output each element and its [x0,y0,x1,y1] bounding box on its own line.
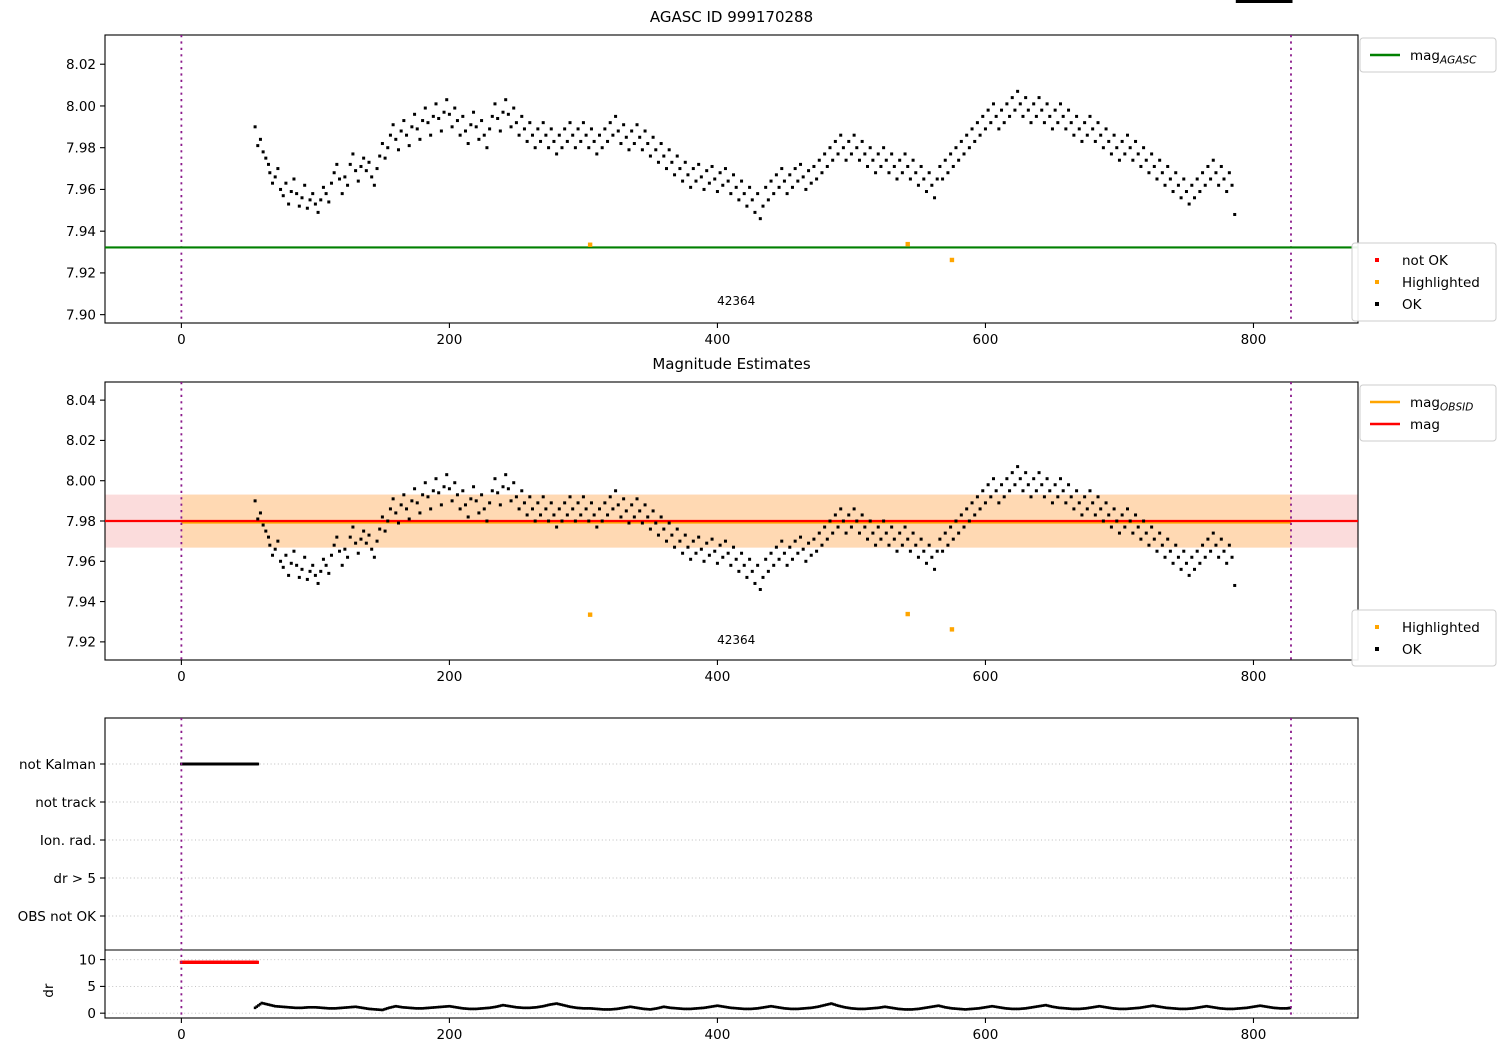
panel2-obsid-annotation: 42364 [717,633,755,647]
panel3-category-label: dr > 5 [53,871,96,887]
not-kalman-flag-markers [179,762,260,766]
panel3-xtick-label: 0 [177,1027,186,1043]
panel3-frame [104,717,1359,1019]
legend-background [1359,37,1497,73]
panel2-y-axis: 7.92 7.94 7.96 7.98 8.00 8.02 8.04 [66,393,105,651]
legend-label: not OK [1402,253,1449,269]
legend-label: Highlighted [1402,275,1480,291]
panel1-xtick-label: 800 [1241,332,1267,348]
panel1-ytick-label: 8.02 [66,57,96,73]
legend-label: OK [1402,297,1423,313]
panel1-obsid-annotation: 42364 [717,294,755,308]
panel3-dr-axis: 0 5 10 dr [41,952,105,1022]
panel1-y-axis: 7.90 7.92 7.94 7.96 7.98 8.00 8.02 [66,57,105,323]
panel1-x-axis: 0 200 400 600 800 [177,323,1266,348]
panel2-x-axis: 0 200 400 600 800 [177,660,1266,685]
panel2-ytick-label: 7.92 [66,635,96,651]
panel3-category-label: Ion. rad. [40,833,96,849]
panel3-category-label: OBS not OK [18,909,98,925]
legend-swatch-marker [1375,258,1379,262]
panel2-title: Magnitude Estimates [652,355,810,373]
panel3-x-axis: 0 200 400 600 800 [177,1018,1266,1043]
panel1-obsid-boundaries [180,35,1292,323]
panel2-scatter-ok [253,0,1293,591]
panel2-xtick-label: 800 [1241,669,1267,685]
legend-label: mag [1410,417,1440,433]
panel-magnitude-estimates: Magnitude Estimates 7.92 7.94 7.96 7.98 8.00 8… [66,0,1359,685]
dr-flagged-markers [179,960,259,964]
panel3-dr-tick-label: 10 [79,952,96,968]
legend-background [1359,384,1497,442]
panel3-xtick-label: 400 [705,1027,731,1043]
legend-label: OK [1402,642,1423,658]
panel1-xtick-label: 600 [973,332,999,348]
panel3-category-label: not Kalman [19,757,96,773]
panel1-scatter-ok [253,0,1293,221]
panel3-xtick-label: 600 [973,1027,999,1043]
panel3-dr-tick-label: 5 [87,979,96,995]
panel1-frame [104,34,1359,324]
panel2-ytick-label: 7.96 [66,554,96,570]
panel1-ytick-label: 7.90 [66,307,96,323]
legend-swatch-marker [1375,302,1379,306]
legend-background [1351,242,1497,322]
panel1-scatter-highlighted [587,241,955,263]
panel2-ytick-label: 8.04 [66,393,96,409]
panel3-xtick-label: 200 [437,1027,463,1043]
panel2-ytick-label: 7.94 [66,594,96,610]
legend-label: Highlighted [1402,620,1480,636]
panel-flags-and-dr: not Kalman not track Ion. rad. dr > 5 OBS no… [18,717,1359,1043]
dr-scatter [253,1001,1292,1012]
panel2-ytick-label: 8.02 [66,433,96,449]
panel1-ytick-label: 7.94 [66,224,96,240]
dr-axis-title: dr [41,983,57,998]
panel3-dr-tick-label: 0 [87,1006,96,1022]
panel1-ytick-label: 8.00 [66,99,96,115]
panel3-category-axis: not Kalman not track Ion. rad. dr > 5 OBS no… [18,757,105,925]
legend-swatch-marker [1375,625,1379,629]
panel2-xtick-label: 400 [705,669,731,685]
panel2-obsid-boundaries [180,382,1292,660]
panel2-ytick-label: 7.98 [66,514,96,530]
panel2-xtick-label: 200 [437,669,463,685]
legend-swatch-marker [1375,647,1379,651]
panel1-ytick-label: 7.92 [66,266,96,282]
panel-magnitude-agasc: AGASC ID 999170288 7.90 7.92 7.94 7.96 7.98 8.… [66,0,1359,348]
panel2-xtick-label: 600 [973,669,999,685]
panel1-legend-point-classes[interactable]: not OK Highlighted OK [1351,242,1497,322]
legend-background [1351,609,1497,667]
panel1-ytick-label: 7.98 [66,140,96,156]
panel2-scatter-highlighted [587,611,955,632]
panel2-legend-point-classes[interactable]: Highlighted OK [1351,609,1497,667]
panel1-title: AGASC ID 999170288 [650,8,813,26]
legend-swatch-marker [1375,280,1379,284]
panel3-gridlines [105,763,1358,1014]
panel3-xtick-label: 800 [1241,1027,1267,1043]
panel1-ytick-label: 7.96 [66,182,96,198]
panel1-legend-mag-agasc[interactable]: magAGASC [1359,37,1497,73]
panel1-xtick-label: 200 [437,332,463,348]
panel1-xtick-label: 0 [177,332,186,348]
panel1-xtick-label: 400 [705,332,731,348]
panel2-ytick-label: 8.00 [66,474,96,490]
panel3-obsid-boundaries [180,718,1292,1018]
panel3-category-label: not track [35,795,96,811]
panel2-xtick-label: 0 [177,669,186,685]
